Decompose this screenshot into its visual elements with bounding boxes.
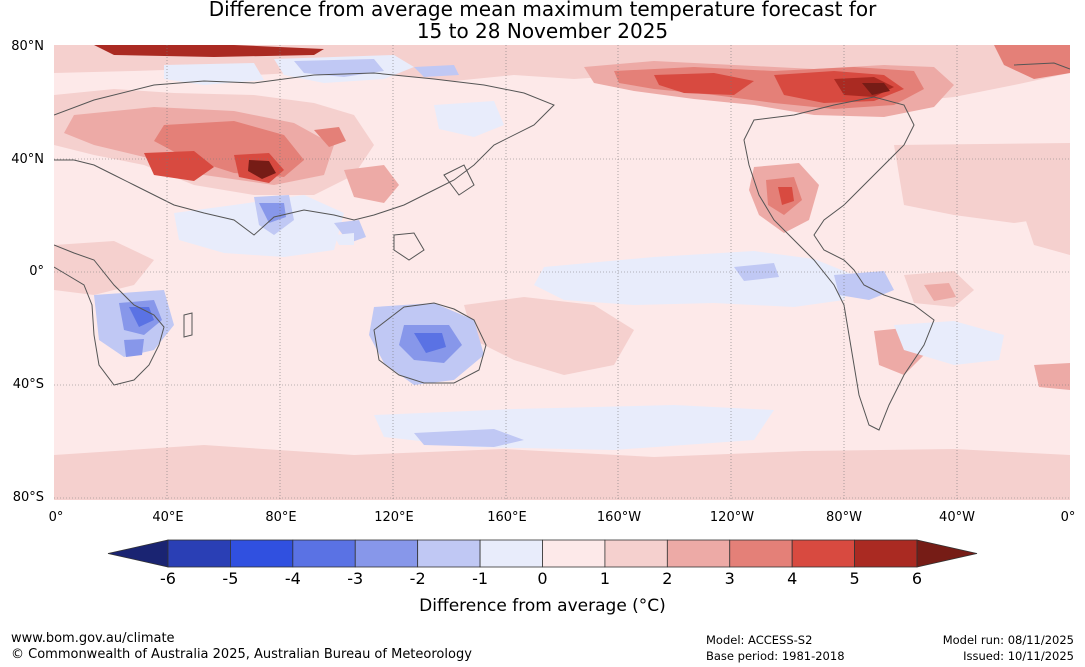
lon-label-160w: 160°W [596,510,642,525]
lon-label-80w: 80°W [826,510,862,525]
colorbar-tick-label: 4 [787,569,798,588]
colorbar-tick-label: 5 [849,569,860,588]
chart-title-line-1: Difference from average mean maximum tem… [208,0,877,21]
footer-base-period: Base period: 1981-2018 [706,649,845,663]
lat-label-40s: 40°S [12,377,44,392]
colorbar-extend-high [916,539,978,568]
lat-label-80s: 80°S [12,490,44,505]
lon-label-160e: 160°E [487,510,527,525]
footer-issued: Issued: 10/11/2025 [963,649,1074,663]
footer-url[interactable]: www.bom.gov.au/climate [11,631,175,646]
colorbar-swatch [292,539,356,568]
colorbar-swatch [479,539,543,568]
lon-label-0-left: 0° [48,510,64,525]
footer-model: Model: ACCESS-S2 [706,633,813,647]
colorbar-extend-low [107,539,169,568]
footer-model-run: Model run: 08/11/2025 [942,633,1074,647]
colorbar-swatch [354,539,419,568]
lon-label-120e: 120°E [374,510,414,525]
colorbar-swatch [417,539,481,568]
colorbar-swatch [167,539,231,568]
cool-anomaly-regions [94,55,1004,450]
colorbar-tick-label: -1 [472,569,489,588]
colorbar-tick-label: 3 [724,569,735,588]
lon-label-40w: 40°W [939,510,975,525]
colorbar-swatch [230,539,294,568]
colorbar-swatch [666,539,731,568]
lon-label-40e: 40°E [152,510,184,525]
lat-label-80n: 80°N [11,39,44,54]
lat-label-40n: 40°N [11,152,44,167]
lon-label-120w: 120°W [709,510,755,525]
colorbar-swatch [854,539,918,568]
colorbar-swatch [604,539,668,568]
coastlines [54,62,1070,431]
lat-label-equator: 0° [29,264,44,279]
lon-label-0-right: 0° [1060,510,1076,525]
colorbar-tick-label: -6 [160,569,176,588]
chart-title-line-2: 15 to 28 November 2025 [416,19,669,43]
colorbar-tick-label: 2 [662,569,673,588]
colorbar-swatch [542,539,606,568]
lon-label-80e: 80°E [265,510,297,525]
colorbar-tick-label: -5 [222,569,239,588]
colorbar-swatch [729,539,793,568]
colorbar [107,539,978,568]
gridlines [54,45,1070,500]
colorbar-tick-label: 0 [537,569,548,588]
footer-copyright: © Commonwealth of Australia 2025, Austra… [11,647,472,662]
colorbar-tick-label: 6 [911,569,923,588]
warm-anomaly-regions [54,45,1070,500]
forecast-map [54,45,1070,500]
colorbar-tick-label: -3 [347,569,364,588]
colorbar-label: Difference from average (°C) [419,596,666,616]
colorbar-swatch [791,539,855,568]
colorbar-tick-label: -4 [284,569,301,588]
colorbar-tick-label: 1 [599,569,610,588]
colorbar-tick-label: -2 [409,569,426,588]
